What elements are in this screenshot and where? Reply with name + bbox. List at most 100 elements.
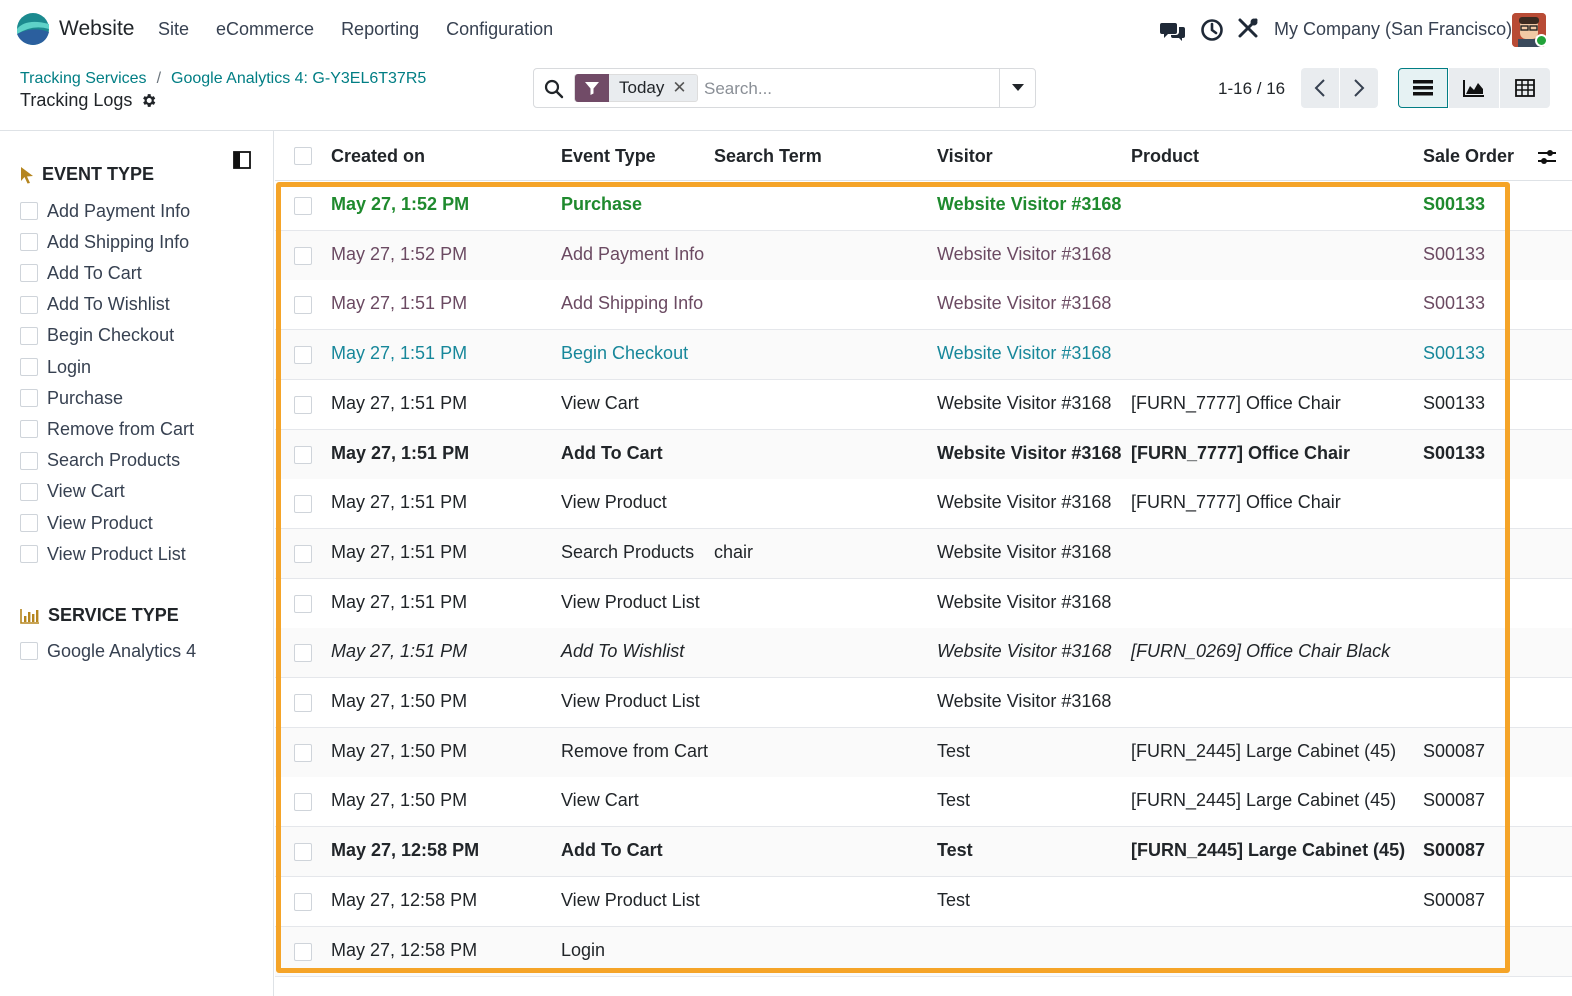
row-checkbox[interactable] <box>294 743 312 762</box>
filter-add-shipping-info[interactable]: Add Shipping Info <box>20 230 189 254</box>
row-checkbox[interactable] <box>294 942 312 961</box>
tools-icon[interactable] <box>1237 17 1259 39</box>
select-all-checkbox[interactable] <box>294 147 312 165</box>
sidebar-toggle-icon[interactable] <box>233 151 251 169</box>
row-checkbox[interactable] <box>294 793 312 812</box>
filter-search-products[interactable]: Search Products <box>20 449 180 473</box>
filter-add-payment-info[interactable]: Add Payment Info <box>20 199 190 223</box>
graph-view-button[interactable] <box>1449 68 1499 108</box>
row-checkbox[interactable] <box>294 197 312 215</box>
search-options-toggle[interactable] <box>999 69 1035 107</box>
filter-view-product[interactable]: View Product <box>20 511 153 535</box>
list-view-button[interactable] <box>1398 68 1448 108</box>
column-product[interactable]: Product <box>1131 146 1200 166</box>
table-row[interactable]: May 27, 1:50 PM View Product List Website … <box>275 678 1572 728</box>
table-row[interactable]: May 27, 1:51 PM Begin Checkout Website Vis… <box>275 330 1572 381</box>
pivot-view-button[interactable] <box>1500 68 1550 108</box>
filter-checkbox[interactable] <box>20 545 38 564</box>
menu-ecommerce[interactable]: eCommerce <box>216 19 315 39</box>
table-row[interactable]: May 27, 1:51 PM View Cart Website Visitor … <box>275 379 1572 430</box>
column-sale-order[interactable]: Sale Order <box>1423 146 1515 166</box>
user-avatar[interactable] <box>1512 13 1546 47</box>
filter-checkbox[interactable] <box>20 482 38 501</box>
row-checkbox[interactable] <box>294 296 312 315</box>
filter-checkbox[interactable] <box>20 295 38 314</box>
filter-add-to-wishlist[interactable]: Add To Wishlist <box>20 293 170 317</box>
menu-site[interactable]: Site <box>158 19 190 39</box>
row-checkbox[interactable] <box>294 495 312 514</box>
row-checkbox[interactable] <box>294 544 312 563</box>
chat-icon[interactable] <box>1160 18 1186 44</box>
website-app-logo-icon[interactable] <box>16 12 50 46</box>
filter-purchase[interactable]: Purchase <box>20 386 123 410</box>
filter-begin-checkout[interactable]: Begin Checkout <box>20 324 174 348</box>
filter-remove-from-cart[interactable]: Remove from Cart <box>20 417 194 441</box>
optional-columns-icon[interactable] <box>1537 148 1557 166</box>
filter-checkbox[interactable] <box>20 514 38 532</box>
column-visitor[interactable]: Visitor <box>937 146 993 166</box>
facet-remove-icon[interactable]: ✕ <box>672 78 687 97</box>
filter-view-cart[interactable]: View Cart <box>20 480 125 504</box>
table-row[interactable]: May 27, 1:51 PM View Product Website Visit… <box>275 479 1572 530</box>
menu-reporting[interactable]: Reporting <box>341 19 420 39</box>
row-checkbox[interactable] <box>294 892 312 911</box>
column-event-type[interactable]: Event Type <box>561 146 656 166</box>
row-checkbox[interactable] <box>294 346 312 365</box>
filter-checkbox[interactable] <box>20 642 38 660</box>
cell-order: S00087 <box>1423 889 1486 910</box>
filter-checkbox[interactable] <box>20 326 38 345</box>
filter-label: Add Payment Info <box>47 200 191 221</box>
pager-next-button[interactable] <box>1340 68 1378 108</box>
column-created-on[interactable]: Created on <box>331 146 426 166</box>
clock-icon[interactable] <box>1200 18 1224 42</box>
row-checkbox[interactable] <box>294 395 312 414</box>
app-name[interactable]: Website <box>59 17 135 40</box>
row-checkbox[interactable] <box>294 445 312 464</box>
filter-checkbox[interactable] <box>20 264 38 283</box>
search-icon[interactable] <box>544 79 564 99</box>
table-row[interactable]: May 27, 1:51 PM View Product List Website … <box>275 578 1572 629</box>
filter-checkbox[interactable] <box>20 389 38 408</box>
row-checkbox[interactable] <box>294 644 312 663</box>
filter-checkbox[interactable] <box>20 358 38 376</box>
table-row[interactable]: May 27, 12:58 PM Add To Cart Test [FURN_244… <box>275 827 1572 878</box>
table-row[interactable]: May 27, 1:50 PM View Cart Test [FURN_2445] … <box>275 777 1572 828</box>
cell-date: May 27, 1:51 PM <box>331 641 468 662</box>
search-input[interactable] <box>704 76 994 102</box>
filter-icon <box>575 74 609 102</box>
pager-value[interactable]: 1-16 / 16 <box>1218 79 1286 98</box>
control-panel-divider <box>0 130 1572 131</box>
table-row[interactable]: May 27, 12:58 PM View Product List Test S00… <box>275 876 1572 927</box>
filter-checkbox[interactable] <box>20 233 38 252</box>
filter-google-analytics-4[interactable]: Google Analytics 4 <box>20 639 196 663</box>
table-row[interactable]: May 27, 1:51 PM Add To Wishlist Website Vi… <box>275 628 1572 679</box>
pointer-icon <box>21 166 33 183</box>
table-row[interactable]: May 27, 12:58 PM Login <box>275 926 1572 977</box>
table-row[interactable]: May 27, 1:51 PM Add Shipping Info Website … <box>275 280 1572 331</box>
cell-visitor: Website Visitor #3168 <box>937 691 1112 711</box>
row-checkbox[interactable] <box>294 246 312 265</box>
row-checkbox[interactable] <box>294 843 312 862</box>
gear-icon[interactable] <box>140 92 157 109</box>
filter-view-product-list[interactable]: View Product List <box>20 542 186 566</box>
table-row[interactable]: May 27, 1:51 PM Add To Cart Website Visito… <box>275 429 1572 480</box>
filter-checkbox[interactable] <box>20 420 38 439</box>
table-row[interactable]: May 27, 1:50 PM Remove from Cart Test [FURN… <box>275 727 1572 778</box>
table-row[interactable]: May 27, 1:52 PM Add Payment Info Website V… <box>275 230 1572 281</box>
menu-configuration[interactable]: Configuration <box>446 19 554 39</box>
breadcrumb-google-analytics[interactable]: Google Analytics 4: G-Y3EL6T37R5 <box>171 70 427 87</box>
filter-login[interactable]: Login <box>20 355 91 379</box>
filter-checkbox[interactable] <box>20 202 38 220</box>
row-checkbox[interactable] <box>294 594 312 613</box>
filter-checkbox[interactable] <box>20 451 38 470</box>
pager-previous-button[interactable] <box>1301 68 1339 108</box>
filter-add-to-cart[interactable]: Add To Cart <box>20 261 142 285</box>
column-search-term[interactable]: Search Term <box>714 146 822 166</box>
top-navbar: Website Site eCommerce Reporting Configu… <box>0 0 1572 60</box>
table-row[interactable]: May 27, 1:51 PM Search Products chair Websi… <box>275 528 1572 579</box>
table-row[interactable]: May 27, 1:52 PM Purchase Website Visitor #… <box>275 181 1572 231</box>
company-switcher[interactable]: My Company (San Francisco) <box>1274 19 1513 39</box>
row-checkbox[interactable] <box>294 694 312 712</box>
cell-visitor: Website Visitor #3168 <box>937 343 1112 364</box>
breadcrumb-tracking-services[interactable]: Tracking Services <box>20 70 147 87</box>
